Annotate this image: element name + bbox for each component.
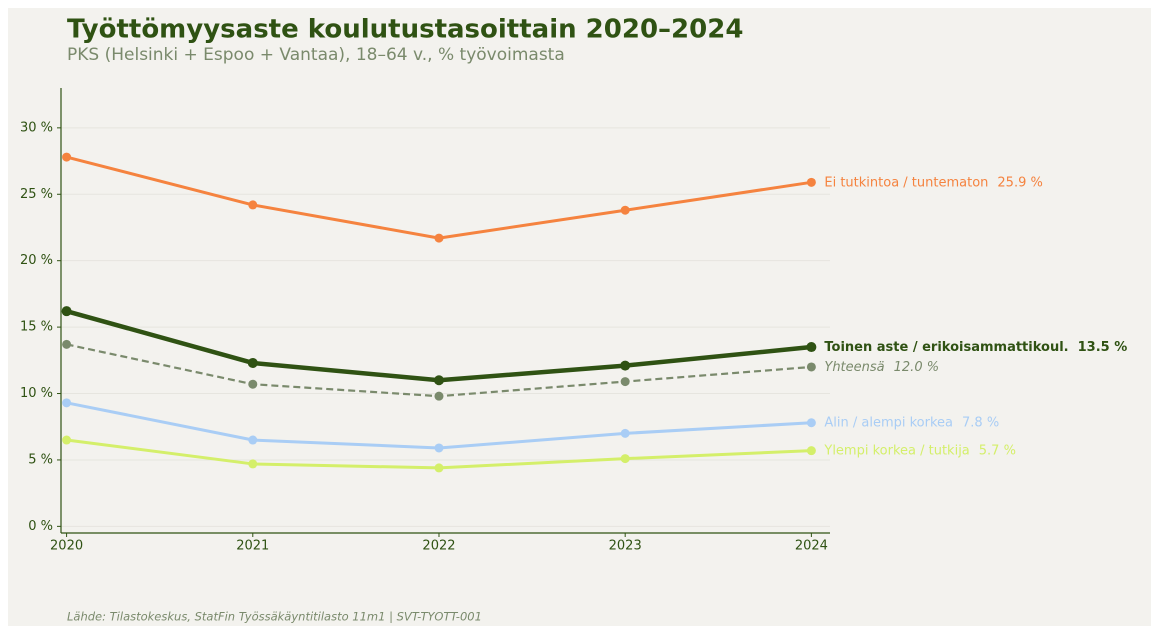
series-name: Ei tutkintoa / tuntematon (824, 175, 988, 190)
value-label: 25.9 % (997, 175, 1042, 190)
data-point (434, 391, 444, 401)
value-label: 7.8 % (962, 415, 999, 430)
data-point (620, 360, 631, 371)
data-point (433, 375, 444, 386)
data-point (806, 342, 817, 353)
x-tick-label: 2024 (795, 539, 828, 554)
data-point (806, 446, 816, 456)
data-point (434, 463, 444, 473)
y-tick-label: 20 % (20, 253, 53, 268)
series-name: Toinen aste / erikoisammattikoul. (824, 340, 1068, 355)
data-point (62, 152, 72, 162)
y-tick-label: 5 % (28, 452, 53, 467)
data-point (620, 454, 630, 464)
value-label: 12.0 % (894, 359, 939, 374)
data-point (806, 177, 816, 187)
data-point (620, 428, 630, 438)
data-point (806, 418, 816, 428)
data-point (248, 200, 258, 210)
grid (61, 127, 830, 527)
background (8, 8, 1151, 626)
y-tick-label: 10 % (20, 386, 53, 401)
data-point (62, 398, 72, 408)
chart-title: Työttömyysaste koulutustasoittain 2020–2… (67, 15, 743, 45)
value-label: 5.7 % (979, 443, 1016, 458)
value-label: 13.5 % (1078, 340, 1128, 355)
data-point (434, 233, 444, 243)
data-point (248, 435, 258, 445)
data-point (248, 379, 258, 389)
y-tick-label: 0 % (28, 519, 53, 534)
data-point (62, 435, 72, 445)
data-point (247, 357, 258, 368)
y-tick-label: 30 % (20, 120, 53, 135)
series-name: Yhteensä (824, 359, 884, 374)
x-tick-label: 2020 (50, 539, 83, 554)
data-point (62, 339, 72, 349)
data-point (620, 377, 630, 387)
end-label: Toinen aste / erikoisammattikoul. 13.5 % (824, 340, 1127, 355)
end-label: Ei tutkintoa / tuntematon 25.9 % (824, 175, 1042, 190)
end-label: Alin / alempi korkea 7.8 % (824, 415, 999, 430)
source-note: Lähde: Tilastokeskus, StatFin Työssäkäyn… (67, 610, 482, 624)
x-tick-label: 2021 (236, 539, 269, 554)
end-label: Yhteensä 12.0 % (824, 359, 939, 374)
x-tick-label: 2022 (422, 539, 455, 554)
x-tick-label: 2023 (609, 539, 642, 554)
y-tick-label: 25 % (20, 187, 53, 202)
series-name: Ylempi korkea / tutkija (823, 443, 969, 458)
plot-area: Ei tutkintoa / tuntematon 25.9 % Toinen as… (61, 152, 1127, 473)
y-tick-label: 15 % (20, 320, 53, 335)
series-name: Alin / alempi korkea (824, 415, 953, 430)
data-point (806, 362, 816, 372)
data-point (61, 306, 72, 317)
data-point (434, 443, 444, 453)
data-point (620, 205, 630, 215)
end-label: Ylempi korkea / tutkija 5.7 % (823, 443, 1016, 458)
data-point (248, 459, 258, 469)
chart-subtitle: PKS (Helsinki + Espoo + Vantaa), 18–64 v… (67, 45, 565, 65)
